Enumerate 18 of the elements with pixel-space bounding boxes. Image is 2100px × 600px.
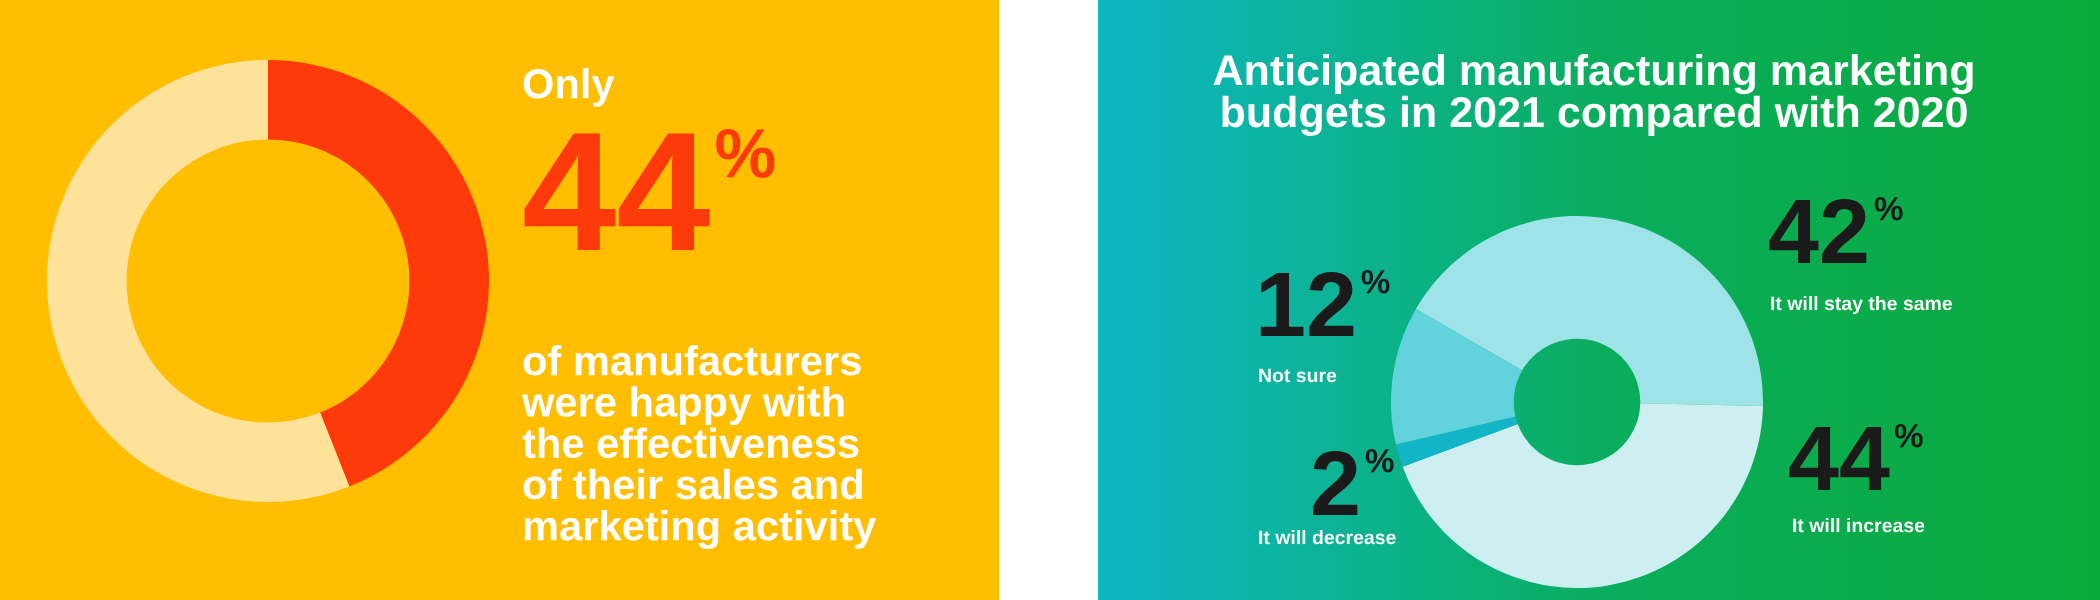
donut-slice [268, 60, 489, 487]
text: of manufacturers were happy with the effectiveness of their sales and marketing activity [521, 345, 877, 550]
data-label: 2% [1313, 448, 1394, 515]
donut-slice [1415, 216, 1763, 406]
donut-slice [47, 60, 350, 502]
slice-label: Not sure [1259, 368, 1337, 383]
data-label: 44% [1789, 423, 1923, 490]
donut-slice [1391, 309, 1523, 445]
slice-label: It will decrease [1259, 530, 1396, 545]
chart-title: Anticipated manufacturing marketing budgets in 2021 compared with 2020 [1213, 53, 1973, 137]
slice-label: It will increase [1793, 518, 1925, 533]
text: Only [523, 68, 615, 107]
slice-label: It will stay the same [1771, 296, 1952, 315]
data-label: 44% [524, 129, 775, 250]
donut-slice [1402, 403, 1763, 588]
data-label: 42% [1769, 196, 1903, 263]
data-label: 12% [1260, 269, 1390, 336]
donut-slice [1395, 416, 1518, 467]
